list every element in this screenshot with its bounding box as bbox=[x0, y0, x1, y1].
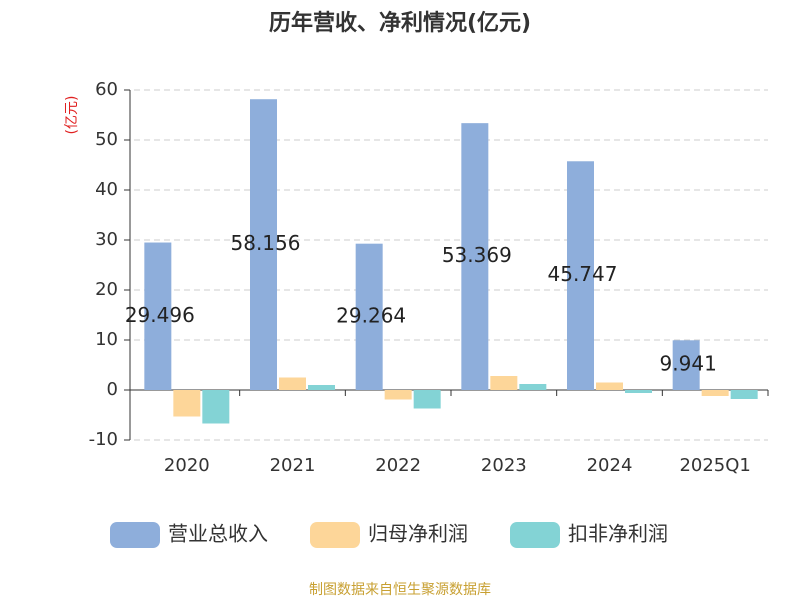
y-tick-label: -10 bbox=[89, 429, 118, 450]
bar bbox=[355, 243, 383, 390]
y-tick-label: 60 bbox=[95, 79, 118, 100]
bar bbox=[519, 384, 547, 390]
bar bbox=[701, 390, 729, 396]
y-tick-label: 40 bbox=[95, 179, 118, 200]
y-tick-label: 10 bbox=[95, 329, 118, 350]
bar bbox=[144, 242, 172, 390]
bar bbox=[596, 382, 623, 390]
x-tick-label: 2021 bbox=[270, 455, 316, 476]
bar bbox=[250, 99, 277, 390]
bar bbox=[567, 161, 594, 390]
y-tick-label: 20 bbox=[95, 279, 118, 300]
bar bbox=[461, 123, 489, 390]
bar bbox=[279, 377, 306, 390]
bar bbox=[625, 390, 652, 393]
source-note: 制图数据来自恒生聚源数据库 bbox=[309, 582, 491, 598]
bar bbox=[308, 385, 335, 390]
value-label: 9.941 bbox=[660, 352, 717, 376]
value-label: 53.369 bbox=[442, 243, 512, 267]
bar bbox=[490, 376, 518, 390]
x-tick-label: 2020 bbox=[164, 455, 210, 476]
legend-label: 归母净利润 bbox=[368, 522, 468, 546]
x-tick-label: 2023 bbox=[481, 455, 527, 476]
x-tick-label: 2024 bbox=[587, 455, 633, 476]
x-tick-label: 2022 bbox=[375, 455, 421, 476]
value-label: 45.747 bbox=[548, 262, 618, 286]
chart-title: 历年营收、净利情况(亿元) bbox=[269, 10, 531, 36]
legend-label: 营业总收入 bbox=[168, 522, 268, 546]
y-tick-label: 30 bbox=[95, 229, 118, 250]
bar bbox=[413, 390, 441, 409]
y-tick-label: 50 bbox=[95, 129, 118, 150]
value-label: 29.496 bbox=[125, 303, 195, 327]
x-tick-label: 2025Q1 bbox=[679, 455, 750, 476]
bar bbox=[384, 390, 412, 400]
value-label: 58.156 bbox=[231, 231, 301, 255]
legend-swatch bbox=[510, 522, 560, 548]
y-axis-label: (亿元) bbox=[64, 96, 80, 135]
bar bbox=[173, 390, 201, 417]
legend-label: 扣非净利润 bbox=[568, 522, 668, 546]
legend-swatch bbox=[110, 522, 160, 548]
y-tick-label: 0 bbox=[107, 379, 118, 400]
legend-swatch bbox=[310, 522, 360, 548]
bar bbox=[202, 390, 230, 424]
value-label: 29.264 bbox=[336, 303, 406, 327]
bar bbox=[672, 340, 700, 390]
bar bbox=[730, 390, 758, 399]
